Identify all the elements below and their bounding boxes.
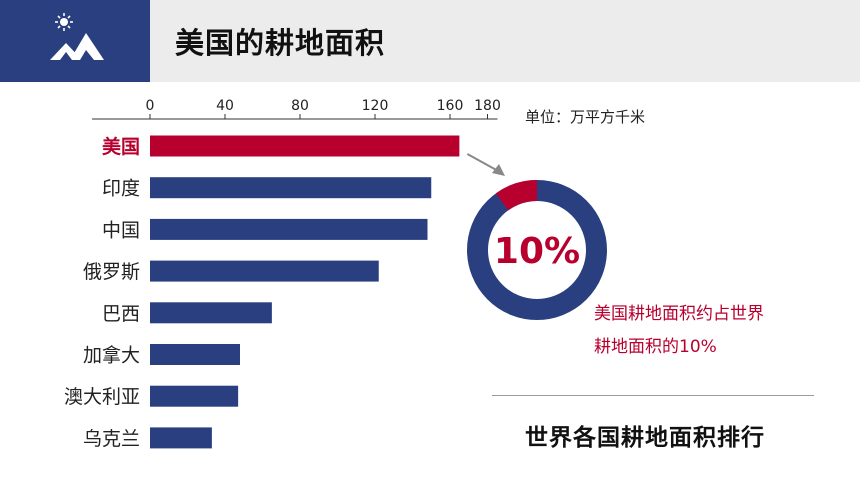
unit-label: 单位：万平方千米 [525,108,645,126]
bar [150,260,379,282]
x-axis: 0 40 80 120 160 180 [92,98,501,120]
connector-line [466,153,501,173]
bar [150,385,239,407]
category-label: 俄罗斯 [83,261,140,283]
x-tick-label: 40 [216,98,234,114]
donut-highlight-slice [495,180,537,211]
category-label: 澳大利亚 [64,386,140,408]
chart-subtitle: 世界各国耕地面积排行 [525,425,765,451]
bar [150,302,272,324]
caption-line-2: 耕地面积的10% [594,337,717,357]
x-tick-label: 0 [146,98,155,114]
x-tick-label: 160 [437,98,464,114]
logo [0,0,150,82]
bar [150,177,432,199]
donut-chart: 10% [467,180,607,320]
category-label: 乌克兰 [83,428,140,450]
category-label: 加拿大 [83,344,140,367]
donut-percent-label: 10% [494,231,580,272]
bar [150,218,428,240]
category-label: 巴西 [102,303,140,325]
bar [150,344,240,365]
category-label: 中国 [102,219,140,241]
bar [150,135,460,157]
connector-arrowhead [492,164,505,176]
mountain-sun-logo-icon [50,13,104,60]
x-tick-label: 120 [362,98,389,114]
caption-line-1: 美国耕地面积约占世界 [594,304,764,324]
donut-caption: 美国耕地面积约占世界 耕地面积的10% [594,298,824,364]
x-tick-label: 180 [474,98,501,114]
category-label: 美国 [102,135,140,158]
x-tick-label: 80 [291,98,309,114]
divider [492,395,814,396]
category-label: 印度 [102,178,140,200]
header-bar: 美国的耕地面积 [0,0,860,82]
page-title: 美国的耕地面积 [175,26,386,60]
bar [150,427,212,449]
